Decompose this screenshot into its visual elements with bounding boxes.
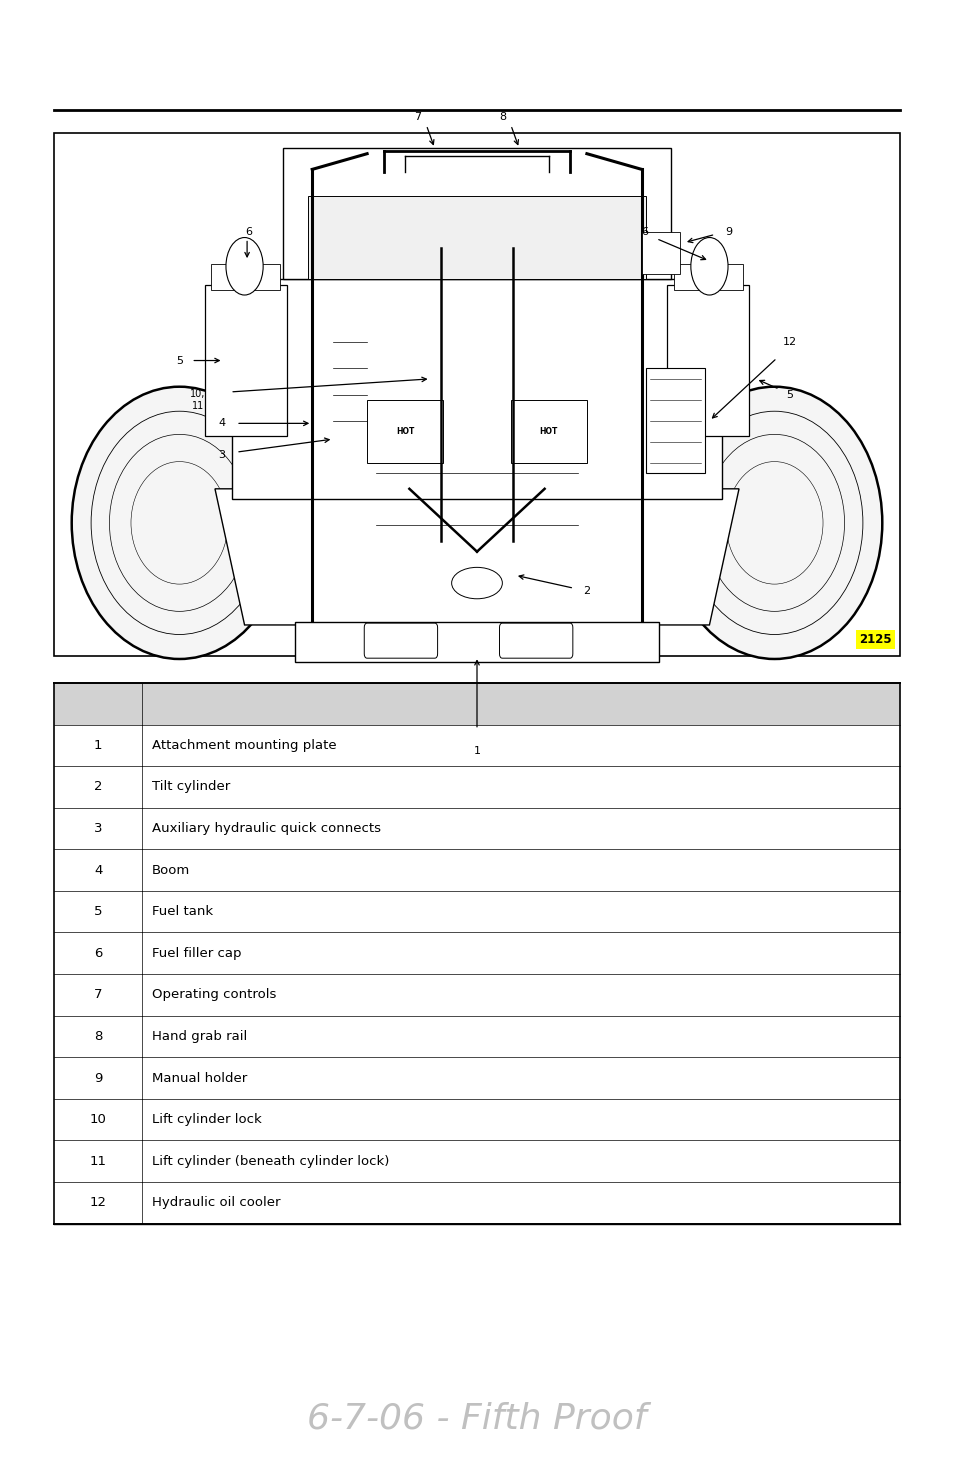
Text: 10: 10 bbox=[90, 1114, 107, 1127]
Text: Hand grab rail: Hand grab rail bbox=[152, 1030, 247, 1043]
Bar bbox=[54, 1181, 899, 1224]
Text: 2125: 2125 bbox=[859, 633, 891, 646]
Text: Lift cylinder lock: Lift cylinder lock bbox=[152, 1114, 261, 1127]
Text: 6-7-06 - Fifth Proof: 6-7-06 - Fifth Proof bbox=[307, 1401, 646, 1437]
Bar bbox=[205, 285, 287, 437]
Bar bbox=[54, 1140, 899, 1181]
Text: 7: 7 bbox=[414, 112, 421, 122]
Text: Fuel filler cap: Fuel filler cap bbox=[152, 947, 241, 960]
Bar bbox=[641, 232, 679, 274]
Ellipse shape bbox=[71, 386, 287, 659]
Bar bbox=[54, 1058, 899, 1099]
Bar bbox=[54, 766, 899, 808]
Text: 4: 4 bbox=[94, 863, 102, 876]
Text: 10,
11: 10, 11 bbox=[191, 389, 206, 410]
Text: HOT: HOT bbox=[539, 426, 558, 435]
FancyBboxPatch shape bbox=[499, 622, 572, 658]
Bar bbox=[54, 724, 899, 766]
Ellipse shape bbox=[451, 568, 502, 599]
Text: 2: 2 bbox=[94, 780, 102, 794]
Text: 2: 2 bbox=[582, 586, 590, 596]
Bar bbox=[54, 974, 899, 1016]
Bar bbox=[510, 400, 586, 463]
Text: 6: 6 bbox=[245, 227, 252, 237]
Text: 5: 5 bbox=[175, 355, 183, 366]
Text: Hydraulic oil cooler: Hydraulic oil cooler bbox=[152, 1196, 280, 1210]
Text: 4: 4 bbox=[218, 419, 225, 428]
Bar bbox=[54, 133, 899, 656]
Text: 1: 1 bbox=[94, 739, 102, 752]
Text: 12: 12 bbox=[781, 338, 796, 347]
Text: 3: 3 bbox=[94, 822, 102, 835]
Text: Manual holder: Manual holder bbox=[152, 1071, 247, 1084]
Bar bbox=[54, 683, 899, 724]
Text: 8: 8 bbox=[498, 112, 505, 122]
Text: 6: 6 bbox=[94, 947, 102, 960]
Bar bbox=[54, 932, 899, 974]
Circle shape bbox=[690, 237, 727, 295]
FancyBboxPatch shape bbox=[364, 622, 437, 658]
Bar bbox=[673, 264, 742, 289]
Circle shape bbox=[226, 237, 263, 295]
Text: Operating controls: Operating controls bbox=[152, 988, 275, 1002]
Text: Boom: Boom bbox=[152, 863, 190, 876]
Bar bbox=[54, 850, 899, 891]
Bar bbox=[54, 808, 899, 850]
Text: 5: 5 bbox=[94, 906, 102, 919]
Text: Attachment mounting plate: Attachment mounting plate bbox=[152, 739, 336, 752]
Bar bbox=[295, 622, 658, 662]
Text: 8: 8 bbox=[94, 1030, 102, 1043]
Text: 9: 9 bbox=[724, 227, 732, 237]
Text: Lift cylinder (beneath cylinder lock): Lift cylinder (beneath cylinder lock) bbox=[152, 1155, 389, 1168]
Bar bbox=[367, 400, 443, 463]
Bar bbox=[54, 1099, 899, 1140]
Text: HOT: HOT bbox=[395, 426, 414, 435]
Bar bbox=[211, 264, 280, 289]
Text: Fuel tank: Fuel tank bbox=[152, 906, 213, 919]
Polygon shape bbox=[308, 196, 645, 279]
Bar bbox=[54, 891, 899, 932]
Text: Tilt cylinder: Tilt cylinder bbox=[152, 780, 230, 794]
Polygon shape bbox=[214, 488, 739, 625]
Bar bbox=[666, 285, 748, 437]
Text: 7: 7 bbox=[94, 988, 102, 1002]
Polygon shape bbox=[282, 149, 671, 279]
Text: 1: 1 bbox=[473, 746, 480, 755]
Polygon shape bbox=[232, 279, 721, 499]
Text: Auxiliary hydraulic quick connects: Auxiliary hydraulic quick connects bbox=[152, 822, 380, 835]
Text: 3: 3 bbox=[218, 450, 225, 460]
Text: 6: 6 bbox=[640, 227, 647, 237]
Text: 12: 12 bbox=[90, 1196, 107, 1210]
Text: 5: 5 bbox=[785, 389, 792, 400]
Text: 11: 11 bbox=[90, 1155, 107, 1168]
Bar bbox=[54, 1016, 899, 1058]
Text: 9: 9 bbox=[94, 1071, 102, 1084]
Bar bbox=[645, 369, 704, 473]
Ellipse shape bbox=[666, 386, 882, 659]
